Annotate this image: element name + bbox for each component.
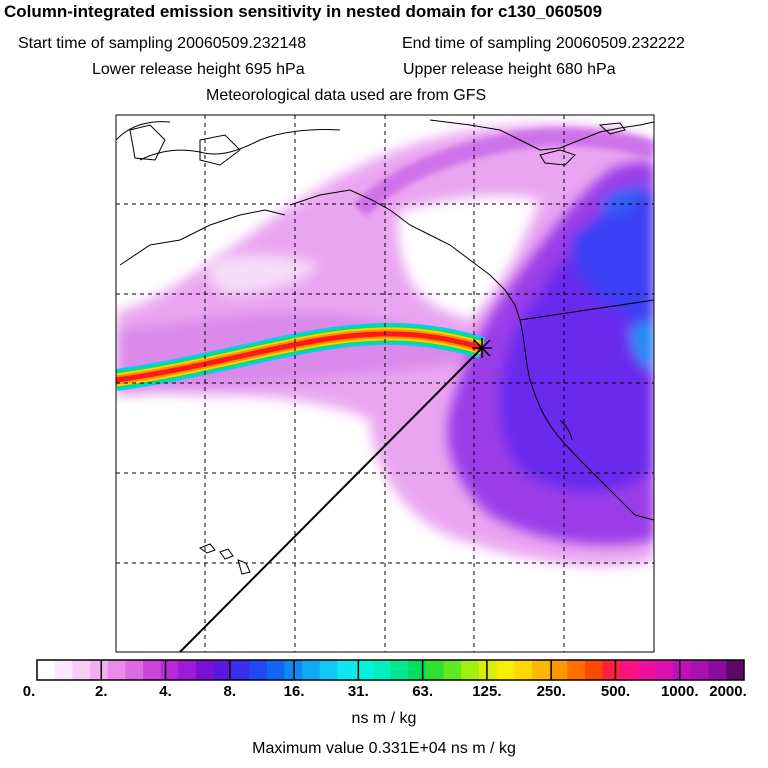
colorbar-tick-label: 125. (472, 683, 502, 700)
colorbar-swatch (408, 660, 427, 680)
colorbar-tick-label: 63. (412, 683, 434, 700)
colorbar-swatch (620, 660, 639, 680)
colorbar-swatch (584, 660, 604, 680)
colorbar-units: ns m / kg (351, 710, 417, 727)
colorbar-tick-label: 2000. (709, 683, 747, 700)
colorbar-swatch (90, 660, 109, 680)
start-time-label: Start time of sampling 20060509.232148 (18, 35, 307, 52)
upper-release-label: Upper release height 680 hPa (403, 61, 616, 78)
colorbar-swatch (390, 660, 409, 680)
colorbar-swatch (107, 660, 126, 680)
colorbar-frame (36, 659, 745, 681)
colorbar-tick-label: 500. (600, 683, 631, 700)
plume-core (447, 161, 654, 545)
colorbar-swatch (266, 660, 285, 680)
colorbar-swatch (160, 660, 179, 680)
colorbar-swatch (425, 660, 445, 680)
release-point-star-icon (472, 338, 492, 358)
trajectory-band (116, 322, 486, 391)
transect-line (179, 347, 483, 652)
page-title: Column-integrated emission sensitivity i… (4, 2, 603, 21)
colorbar-swatch (708, 660, 727, 680)
colorbar-swatch (37, 660, 56, 680)
colorbar-swatch (372, 660, 391, 680)
colorbar-tick-label: 250. (536, 683, 566, 700)
colorbar-swatch (478, 660, 498, 680)
colorbar-swatch (514, 660, 533, 680)
colorbar-swatch (231, 660, 250, 680)
lower-release-label: Lower release height 695 hPa (92, 61, 305, 78)
colorbar-swatch (319, 660, 338, 680)
colorbar-swatch (461, 660, 480, 680)
colorbar-swatch (143, 660, 162, 680)
colorbar-swatch (531, 660, 551, 680)
colorbar (36, 659, 745, 681)
map-frame (115, 114, 655, 653)
colorbar-swatch (637, 660, 657, 680)
coastlines (116, 119, 654, 575)
colorbar-swatch (125, 660, 144, 680)
colorbar-swatch (655, 660, 674, 680)
colorbar-swatch (72, 660, 91, 680)
graticule (116, 115, 654, 652)
colorbar-swatch (726, 660, 745, 680)
end-time-label: End time of sampling 20060509.232222 (402, 35, 685, 52)
colorbar-tick-label: 16. (283, 683, 305, 700)
colorbar-swatch (249, 660, 268, 680)
colorbar-swatch (178, 660, 197, 680)
colorbar-swatch (302, 660, 321, 680)
colorbar-swatch (549, 660, 568, 680)
colorbar-tick-label: 0. (22, 683, 36, 700)
colorbar-tick-label: 8. (223, 683, 237, 700)
map-field (116, 115, 654, 652)
colorbar-swatch (567, 660, 586, 680)
colorbar-tick-label: 31. (347, 683, 369, 700)
colorbar-swatch (673, 660, 692, 680)
colorbar-swatch (337, 660, 356, 680)
colorbar-tick-label: 2. (95, 683, 108, 700)
maximum-value: Maximum value 0.331E+04 ns m / kg (252, 740, 516, 757)
colorbar-swatch (443, 660, 462, 680)
colorbar-swatch (355, 660, 374, 680)
colorbar-tick-label: 4. (159, 683, 172, 700)
plume-gaps (158, 195, 540, 320)
colorbar-swatch (602, 660, 621, 680)
colorbar-swatch (213, 660, 232, 680)
colorbar-swatch (690, 660, 710, 680)
colorbar-tick-label: 1000. (660, 683, 699, 700)
colorbar-swatch (496, 660, 515, 680)
met-data-label: Meteorological data used are from GFS (206, 87, 487, 104)
colorbar-swatch (196, 660, 215, 680)
colorbar-swatch (54, 660, 73, 680)
